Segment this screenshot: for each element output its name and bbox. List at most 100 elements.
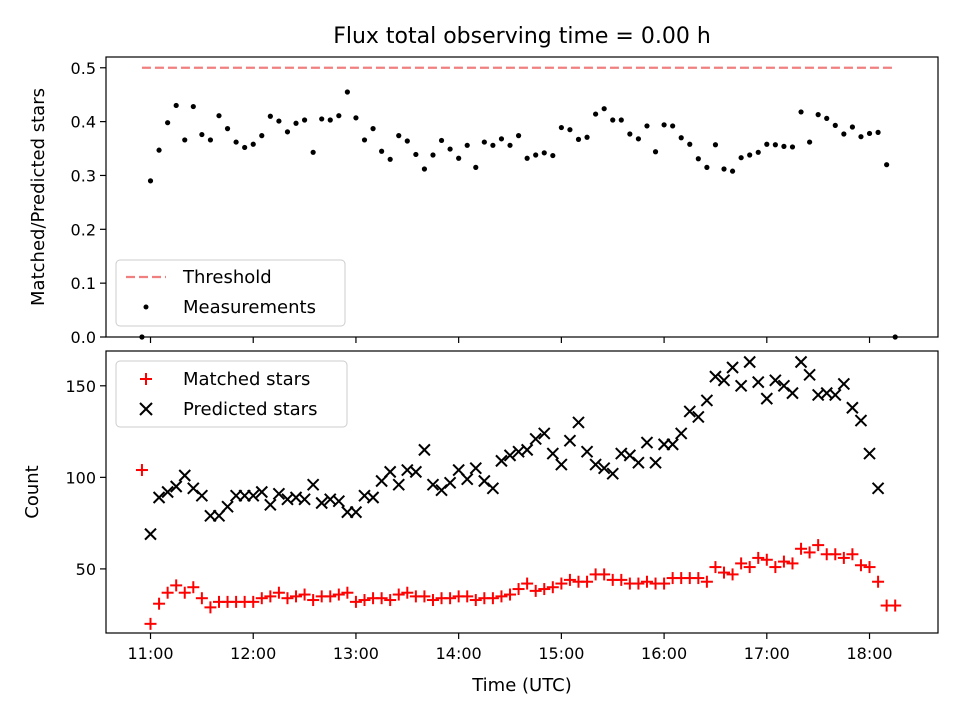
measurement-point <box>276 118 282 124</box>
bottom-x-tick-label: 11:00 <box>127 644 173 663</box>
matched-star-point <box>555 577 568 590</box>
bottom-x-tick-label: 13:00 <box>333 644 379 663</box>
predicted-star-point <box>272 487 286 501</box>
predicted-star-point <box>871 482 885 495</box>
measurement-point <box>858 134 864 140</box>
measurement-point <box>447 146 453 152</box>
measurement-point <box>396 133 402 139</box>
measurement-point <box>319 116 325 122</box>
matched-star-point <box>358 594 371 607</box>
matched-star-point <box>786 557 799 570</box>
measurement-point <box>327 117 333 123</box>
measurement-point <box>190 103 196 110</box>
legend-matched-swatch <box>140 373 152 385</box>
measurement-point <box>498 136 505 142</box>
predicted-star-point <box>829 388 842 402</box>
bottom-y-axis-label: Count <box>22 465 43 518</box>
measurement-point <box>721 166 727 172</box>
measurement-point <box>139 334 145 340</box>
measurement-point <box>413 151 419 158</box>
matched-star-point <box>272 586 285 599</box>
measurement-point <box>807 139 813 145</box>
top-legend: Threshold Measurements <box>115 259 346 327</box>
matched-star-point <box>563 573 576 586</box>
measurement-point <box>712 142 719 148</box>
predicted-star-point <box>794 355 808 369</box>
measurement-point <box>242 144 248 151</box>
predicted-star-point <box>717 374 731 387</box>
predicted-star-point <box>632 456 645 469</box>
matched-star-point <box>521 577 534 590</box>
predicted-star-point <box>726 361 739 374</box>
measurement-point <box>199 131 205 138</box>
predicted-star-point <box>221 500 234 513</box>
measurement-point <box>875 129 881 135</box>
measurement-point <box>301 117 308 123</box>
measurement-point <box>353 115 359 121</box>
matched-star-point <box>469 594 482 607</box>
measurement-point <box>884 162 890 168</box>
predicted-star-point <box>503 449 517 462</box>
measurement-point <box>772 142 778 148</box>
matched-star-point <box>735 557 748 570</box>
matched-star-point <box>598 568 611 581</box>
measurement-point <box>866 130 873 137</box>
matched-star-point <box>401 586 414 599</box>
measurement-point <box>584 134 590 140</box>
measurement-point <box>849 124 856 130</box>
top-y-axis-label: Matched/Predicted stars <box>28 88 49 306</box>
measurement-point <box>207 137 214 143</box>
measurement-point <box>661 122 667 128</box>
measurement-point <box>575 136 582 142</box>
predicted-star-point <box>264 498 277 512</box>
top-y-tick-label: 0.3 <box>71 166 96 185</box>
measurement-point <box>224 126 231 132</box>
matched-star-point <box>700 575 713 588</box>
predicted-star-point <box>520 443 534 457</box>
matched-star-point <box>281 592 294 605</box>
matched-stars-points <box>135 464 902 630</box>
predicted-star-point <box>709 370 722 383</box>
measurement-point <box>558 124 564 131</box>
matched-star-point <box>863 561 876 574</box>
legend-predicted-label: Predicted stars <box>183 399 317 420</box>
measurement-point <box>652 149 659 155</box>
matched-star-point <box>495 590 508 603</box>
predicted-star-point <box>349 505 363 519</box>
predicted-star-point <box>546 447 560 460</box>
top-y-tick-label: 0.4 <box>71 113 96 132</box>
matched-star-point <box>812 539 825 552</box>
matched-star-point <box>760 553 773 566</box>
predicted-star-point <box>529 432 542 446</box>
matched-star-point <box>743 561 756 574</box>
predicted-star-point <box>606 467 619 480</box>
measurement-point <box>404 138 410 144</box>
predicted-star-point <box>247 489 260 502</box>
measurement-point <box>841 131 847 137</box>
predicted-star-point <box>426 478 440 491</box>
matched-star-point <box>384 594 397 607</box>
measurement-point <box>182 137 188 143</box>
measurement-point <box>704 164 710 170</box>
top-y-tick-label: 0.5 <box>71 59 96 78</box>
measurement-point <box>507 142 513 148</box>
matched-star-point <box>195 592 208 605</box>
predicted-star-point <box>734 379 748 392</box>
bottom-panel: Count Time (UTC) 50 100 150 11:00 12:00 13:0… <box>22 350 939 696</box>
measurement-point <box>781 143 787 149</box>
matched-star-point <box>461 590 474 603</box>
predicted-star-point <box>700 394 714 407</box>
predicted-star-point <box>469 461 482 475</box>
bottom-legend-box <box>115 360 348 428</box>
predicted-star-point <box>803 368 816 382</box>
measurement-point <box>344 89 350 95</box>
measurement-point <box>165 120 171 126</box>
matched-star-point <box>298 588 311 601</box>
matched-star-point <box>187 581 200 594</box>
predicted-star-point <box>846 401 859 414</box>
measurement-point <box>635 136 642 142</box>
bottom-x-tick-label: 14:00 <box>436 644 482 663</box>
predicted-star-point <box>152 491 166 504</box>
predicted-star-point <box>786 386 799 400</box>
